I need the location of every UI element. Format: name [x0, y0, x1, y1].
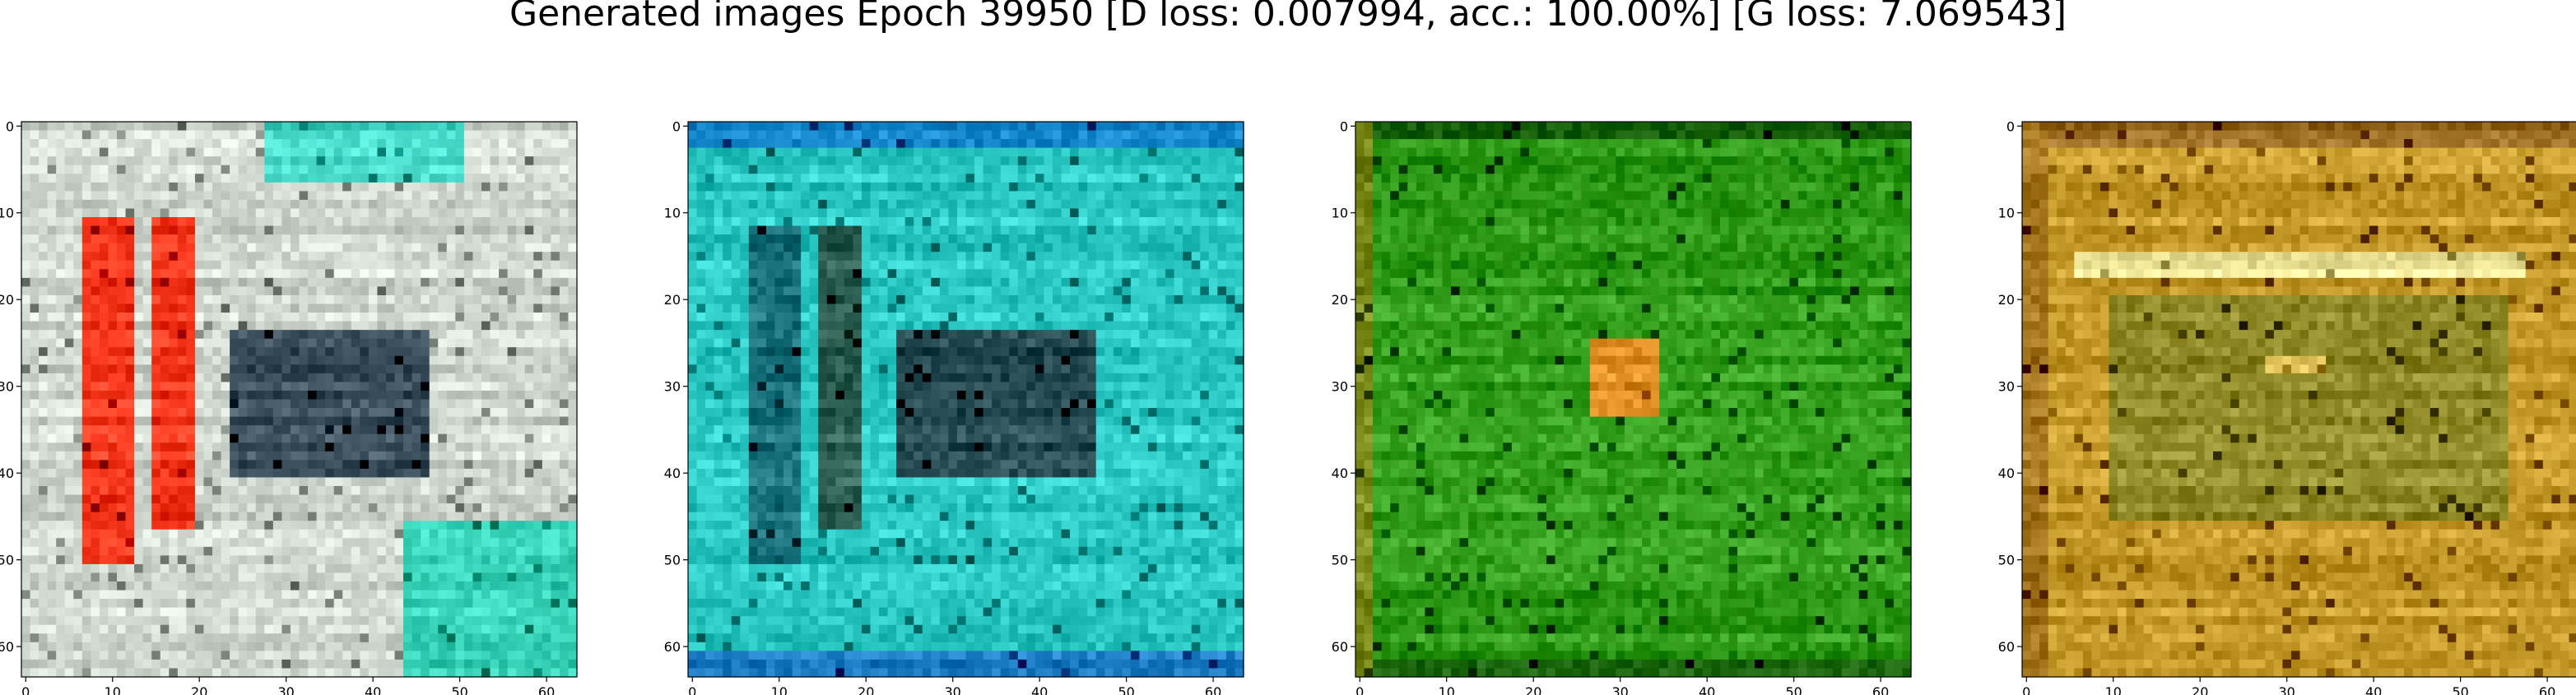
y-tick-label: 30	[0, 379, 14, 395]
x-tick-label: 50	[1785, 684, 1802, 695]
y-tick-label: 30	[664, 379, 681, 395]
y-tick-label: 40	[1998, 466, 2015, 481]
x-tick-label: 30	[1612, 684, 1629, 695]
image-panel-4: 0 10 20 30 40 50 60 0 10 20 30 40 50 60	[1998, 118, 2576, 695]
x-tick-label: 40	[1031, 684, 1048, 695]
y-tick-label: 10	[0, 206, 14, 221]
y-tick-label: 60	[0, 639, 14, 655]
y-tick-label: 0	[672, 118, 681, 134]
axes-frame	[2021, 121, 2576, 678]
y-tick-label: 40	[1332, 466, 1348, 481]
image-panel-1: 0 10 20 30 40 50 60 0 10 20 30 40 50 60	[0, 118, 578, 695]
x-tick-label: 30	[2279, 684, 2295, 695]
x-tick-label: 0	[1355, 684, 1364, 695]
axes-frame	[1355, 121, 1912, 678]
image-panel-2: 0 10 20 30 40 50 60 0 10 20 30 40 50 60	[664, 118, 1244, 695]
generated-image-1	[21, 122, 578, 678]
x-tick-label: 20	[1525, 684, 1541, 695]
generated-image-4	[2022, 122, 2576, 678]
y-tick-label: 20	[1998, 292, 2015, 308]
y-tick-label: 50	[1998, 553, 2015, 568]
y-tick-label: 20	[0, 292, 14, 308]
y-tick-label: 0	[6, 118, 14, 134]
axes-frame	[687, 121, 1244, 678]
y-tick-label: 40	[0, 466, 14, 481]
x-tick-label: 20	[858, 684, 874, 695]
y-tick-label: 10	[1332, 206, 1348, 221]
y-tick-label: 50	[1332, 553, 1348, 568]
x-tick-label: 60	[1205, 684, 1221, 695]
x-tick-label: 0	[2022, 684, 2030, 695]
image-panel-3: 0 10 20 30 40 50 60 0 10 20 30 40 50 60	[1332, 118, 1912, 695]
x-tick-label: 0	[688, 684, 696, 695]
generated-image-2	[688, 122, 1244, 678]
x-tick-label: 60	[1872, 684, 1889, 695]
y-tick-label: 20	[1332, 292, 1348, 308]
y-tick-label: 60	[1998, 639, 2015, 655]
x-tick-label: 30	[278, 684, 295, 695]
x-tick-label: 50	[1118, 684, 1134, 695]
y-tick-label: 30	[1332, 379, 1348, 395]
figure-title: Generated images Epoch 39950 [D loss: 0.…	[509, 0, 2067, 35]
y-tick-label: 30	[1998, 379, 2015, 395]
x-tick-label: 20	[191, 684, 207, 695]
y-tick-label: 50	[0, 553, 14, 568]
x-tick-label: 40	[365, 684, 381, 695]
y-tick-label: 60	[1332, 639, 1348, 655]
y-tick-label: 40	[664, 466, 681, 481]
x-tick-label: 0	[21, 684, 30, 695]
y-tick-label: 10	[1998, 206, 2015, 221]
x-tick-label: 60	[538, 684, 555, 695]
x-tick-label: 40	[1699, 684, 1715, 695]
x-tick-label: 10	[105, 684, 121, 695]
x-tick-label: 10	[2105, 684, 2122, 695]
y-tick-label: 50	[664, 553, 681, 568]
x-tick-label: 40	[2365, 684, 2382, 695]
y-tick-label: 10	[664, 206, 681, 221]
y-tick-label: 0	[1340, 118, 1348, 134]
x-tick-label: 30	[945, 684, 961, 695]
x-tick-label: 10	[771, 684, 788, 695]
x-tick-label: 20	[2192, 684, 2208, 695]
y-tick-label: 0	[2006, 118, 2015, 134]
x-tick-label: 60	[2539, 684, 2555, 695]
x-tick-label: 10	[1439, 684, 1455, 695]
x-tick-label: 50	[451, 684, 467, 695]
axes-frame	[21, 121, 578, 678]
x-tick-label: 50	[2452, 684, 2468, 695]
y-tick-label: 60	[664, 639, 681, 655]
generated-image-3	[1355, 122, 1912, 678]
y-tick-label: 20	[664, 292, 681, 308]
